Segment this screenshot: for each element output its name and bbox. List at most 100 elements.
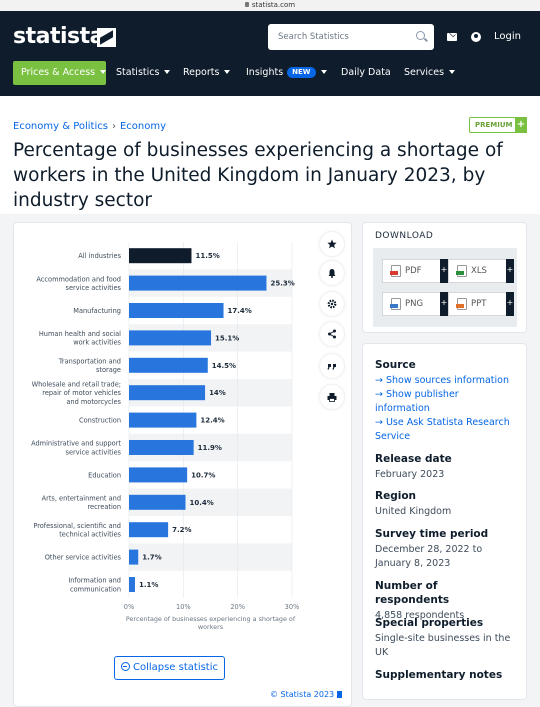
show-sources-link[interactable]: → Show sources information [375,374,515,388]
menu-prices-access[interactable]: Prices & Access [13,61,107,85]
value-label: 1.1% [139,581,158,589]
minus-circle-icon [120,662,130,671]
ppt-file-icon [456,298,467,310]
survey-period-section: Survey time period December 28, 2022 to … [375,527,515,571]
value-label: 12.4% [200,417,224,425]
respondents-value: 4,858 respondents [375,610,465,621]
x-tick-label: 0% [124,603,134,611]
x-tick-label: 20% [230,603,245,611]
pdf-file-icon [390,265,401,277]
value-label: 11.9% [198,444,222,452]
cite-button[interactable] [320,354,344,378]
bar-chart: 11.5% All industries 25.3% Accommodation an… [31,242,299,631]
main-menu: Prices & Access Statistics Reports Insig… [0,61,540,85]
bar [129,275,267,291]
special-properties-value: Single-site businesses in the UK [375,633,511,658]
menu-label: Daily Data [341,67,391,78]
value-label: 10.4% [190,499,214,507]
chevron-down-icon [100,70,107,74]
survey-period-heading: Survey time period [375,528,489,540]
page-title: Percentage of businesses experiencing a … [13,140,503,211]
copyright-link[interactable]: © Statista 2023 [270,690,343,699]
gear-icon [327,299,337,309]
arrow-right-icon: → [375,389,383,400]
download-png-button[interactable]: PNG + [382,292,448,316]
plus-icon: + [506,259,514,283]
mail-icon[interactable] [447,33,457,41]
breadcrumb: Economy & Politics › Economy [13,121,166,132]
menu-label: Statistics [116,67,160,78]
region-section: Region United Kingdom [375,489,515,519]
category-label: Accommodation and food service activities [36,275,121,292]
search-icon[interactable] [416,31,425,40]
region-value: United Kingdom [375,506,452,517]
address-bar[interactable]: statista.com [0,0,540,11]
value-label: 1.7% [142,554,161,562]
menu-reports[interactable]: Reports [183,61,231,85]
menu-insights[interactable]: Insights NEW [246,61,327,85]
category-label: Education [88,471,121,479]
bar [129,494,186,510]
favorite-button[interactable] [320,232,344,256]
category-label: Manufacturing [73,307,121,315]
settings-button[interactable] [320,292,344,316]
value-label: 15.1% [215,334,239,342]
supplementary-notes-section[interactable]: Supplementary notes [375,668,515,684]
special-properties-heading: Special properties [375,617,484,629]
premium-badge[interactable]: PREMIUM + [469,117,527,133]
bell-icon [328,269,336,278]
release-date-value: February 2023 [375,469,445,480]
format-label: XLS [471,266,487,276]
ask-research-service-link[interactable]: → Use Ask Statista Research Service [375,416,515,444]
menu-daily-data[interactable]: Daily Data [341,61,391,85]
menu-statistics[interactable]: Statistics [116,61,171,85]
download-xls-button[interactable]: XLS + [448,259,514,283]
print-button[interactable] [320,385,344,409]
menu-label: Prices & Access [21,67,96,78]
format-label: PNG [405,299,424,309]
category-label: Arts, entertainment and recreation [42,495,121,512]
share-button[interactable] [320,322,344,346]
source-section: Source → Show sources information → Show p… [375,358,515,444]
download-ppt-button[interactable]: PPT + [448,292,514,316]
bar [129,412,197,428]
category-label: Construction [79,417,121,425]
bar [129,440,194,455]
breadcrumb-economy[interactable]: Economy [119,121,167,132]
breadcrumb-separator: › [111,121,116,132]
statista-logo-mark-icon[interactable] [97,28,116,47]
statista-logo[interactable]: statista [13,24,104,49]
value-label: 11.5% [195,252,219,260]
category-label: Human health and social work activities [39,330,122,347]
download-pdf-button[interactable]: PDF + [382,259,448,283]
plus-icon: + [506,292,514,316]
url-text: statista.com [251,1,296,9]
plus-icon: + [440,292,448,316]
value-label: 10.7% [191,471,215,479]
value-label: 7.2% [172,526,191,534]
login-link[interactable]: Login [494,31,521,42]
format-label: PPT [471,299,487,309]
show-publisher-link[interactable]: → Show publisher information [375,388,515,416]
search-input[interactable]: Search Statistics [268,24,434,50]
breadcrumb-economy-politics[interactable]: Economy & Politics [13,121,108,132]
menu-services[interactable]: Services [404,61,456,85]
notification-button[interactable] [320,261,344,285]
bar [129,330,212,346]
value-label: 17.4% [228,307,252,315]
arrow-right-icon: → [375,375,383,386]
bar [129,248,192,264]
chevron-down-icon [164,70,171,74]
flag-icon [337,691,343,698]
bar [129,577,135,592]
print-icon [327,393,337,402]
download-title: DOWNLOAD [375,231,434,241]
share-icon [328,329,336,339]
premium-label: PREMIUM [475,121,513,129]
format-label: PDF [405,266,422,276]
collapse-statistic-button[interactable]: Collapse statistic [114,656,225,680]
plus-icon: + [440,259,448,283]
account-icon[interactable] [471,32,481,42]
survey-period-value: December 28, 2022 to January 8, 2023 [375,544,483,569]
lock-icon [244,2,249,7]
